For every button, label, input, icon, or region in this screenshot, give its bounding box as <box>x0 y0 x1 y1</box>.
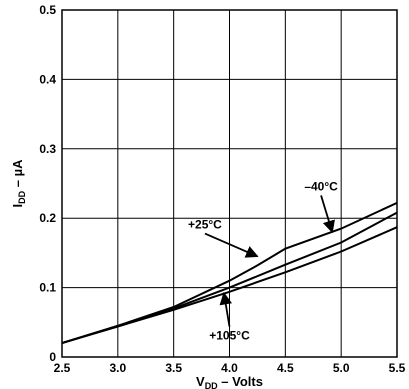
annotations: –40°C +25°C +105°C <box>188 179 338 342</box>
y-tick-label: 0 <box>49 350 56 364</box>
y-axis-title: IDD – µA <box>10 159 27 208</box>
x-axis-title-sub: DD <box>205 381 218 389</box>
x-tick-label: 4.0 <box>221 361 238 375</box>
y-axis-title-rest: – µA <box>10 159 25 191</box>
annotation-label: +105°C <box>209 329 250 343</box>
annotation-arrow <box>219 291 232 327</box>
annotation-label: +25°C <box>188 218 222 232</box>
x-tick-label: 5.5 <box>389 361 406 375</box>
annotation-arrow <box>204 232 259 258</box>
y-tick-label: 0.5 <box>39 3 56 17</box>
x-tick-label: 2.5 <box>54 361 71 375</box>
x-tick-label: 4.5 <box>277 361 294 375</box>
annotation-label: –40°C <box>304 179 338 193</box>
y-tick-label: 0.2 <box>39 211 56 225</box>
y-tick-label: 0.4 <box>39 72 56 86</box>
x-tick-label: 3.0 <box>109 361 126 375</box>
annotation-arrow <box>320 195 335 234</box>
series-line-2 <box>61 226 398 345</box>
x-tick-label: 3.5 <box>165 361 182 375</box>
x-axis-title-main: V <box>196 374 205 389</box>
grid <box>62 10 397 357</box>
y-tick-label: 0.3 <box>39 142 56 156</box>
tick-labels: 2.5 3.0 3.5 4.0 4.5 5.0 5.5 0 0.1 0.2 0.3 0.4 0.5 <box>39 3 405 375</box>
y-axis-title-main: I <box>10 204 25 208</box>
x-axis-title-rest: – Volts <box>218 374 263 389</box>
y-tick-label: 0.1 <box>39 281 56 295</box>
x-axis-title: VDD – Volts <box>196 374 263 389</box>
plot-frame <box>61 9 398 358</box>
y-axis-title-sub: DD <box>17 190 27 203</box>
x-tick-label: 5.0 <box>333 361 350 375</box>
